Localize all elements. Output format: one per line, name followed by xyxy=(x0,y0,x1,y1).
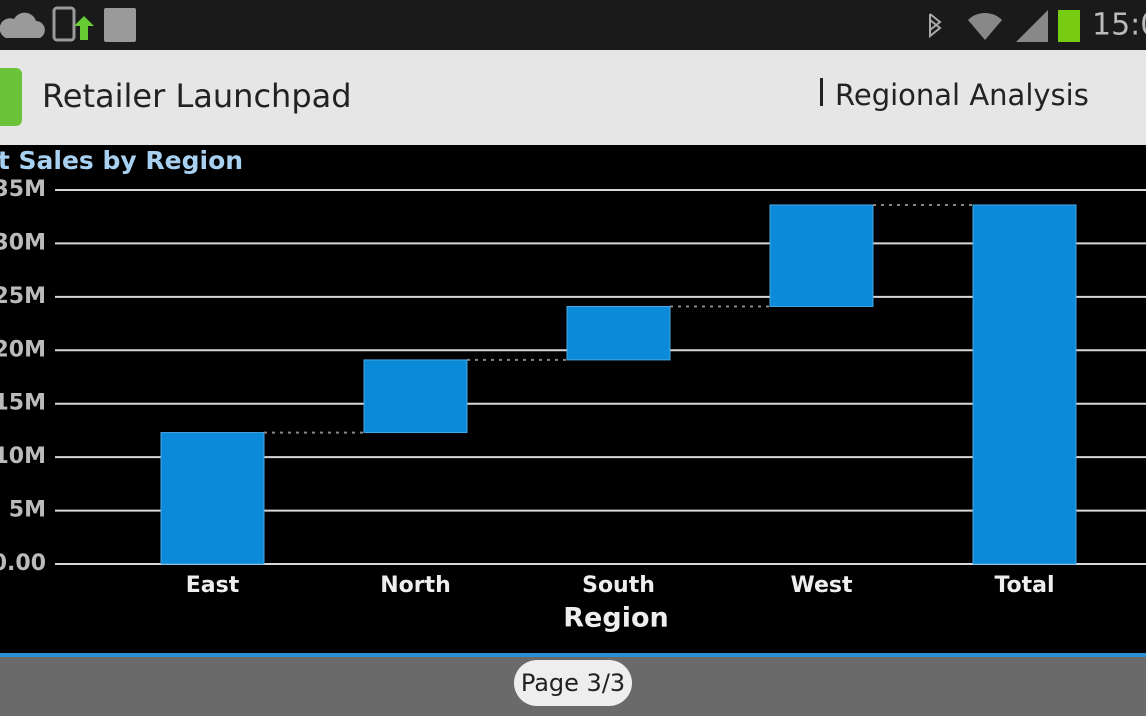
y-tick-label: 25M xyxy=(0,284,46,309)
header-divider xyxy=(820,78,823,106)
y-tick-label: 20M xyxy=(0,337,46,362)
phone-icon xyxy=(52,6,76,42)
sd-icon xyxy=(104,8,136,42)
upload-icon xyxy=(74,16,94,40)
x-tick-label: Total xyxy=(994,573,1054,598)
y-tick-label: 10M xyxy=(0,444,46,469)
header-title: Retailer Launchpad xyxy=(42,77,352,115)
chart: Net Sales by Region Region 0.00 5M 10M 15M 2… xyxy=(0,146,1146,634)
bar xyxy=(160,432,265,565)
y-tick-label: 5M xyxy=(9,498,46,523)
cloud-icon xyxy=(0,12,45,38)
x-tick-label: West xyxy=(790,573,852,598)
x-axis-title: Region xyxy=(563,603,668,634)
status-bar xyxy=(0,0,1146,50)
status-icons xyxy=(0,6,1080,42)
status-time: 15:0 xyxy=(1092,8,1146,43)
bar xyxy=(363,359,468,434)
y-tick-label: 0.00 xyxy=(0,551,46,576)
app-icon[interactable] xyxy=(0,68,22,126)
y-tick-label: 30M xyxy=(0,230,46,255)
y-tick-label: 15M xyxy=(0,391,46,416)
battery-icon xyxy=(1058,10,1080,42)
x-tick-label: South xyxy=(582,573,655,598)
page-pill[interactable] xyxy=(514,660,632,706)
wifi-icon xyxy=(968,12,1002,40)
y-tick-label: 35M xyxy=(0,177,46,202)
page-indicator: Page 3/3 xyxy=(521,669,625,697)
x-tick-label: North xyxy=(380,573,451,598)
bluetooth-icon xyxy=(929,13,942,39)
bar xyxy=(769,204,874,307)
header-subtitle[interactable]: Regional Analysis xyxy=(835,78,1089,112)
x-tick-label: East xyxy=(186,573,240,598)
chart-title: Net Sales by Region xyxy=(0,146,243,175)
footer-line xyxy=(0,653,1146,657)
total-bar xyxy=(972,204,1077,565)
bar xyxy=(566,305,671,361)
signal-icon xyxy=(1016,10,1048,42)
header xyxy=(0,50,1146,145)
